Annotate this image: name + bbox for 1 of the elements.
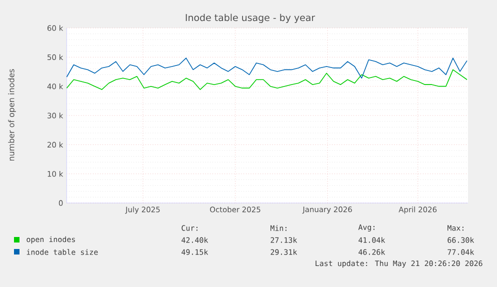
chart-title: Inode table usage - by year [186,14,316,23]
